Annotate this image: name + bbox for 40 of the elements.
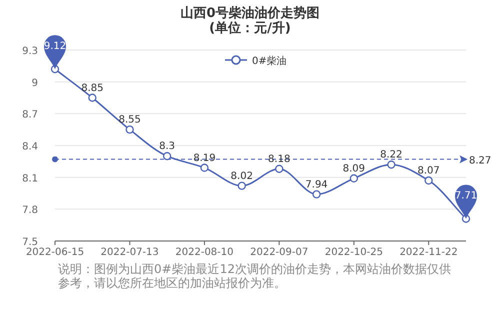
data-label: 7.71 [454,190,478,202]
point [275,164,284,173]
data-label: 7.94 [305,179,328,190]
chart-subtitle: (单位：元/升) [209,20,291,36]
y-tick-label: 9 [32,78,38,89]
x-tick-label: 2022-06-15 [26,247,84,258]
point [350,174,358,182]
point [88,94,96,102]
point [162,152,172,160]
x-tick-label: 2022-07-13 [100,247,159,258]
y-tick-label: 7.8 [22,205,38,216]
y-tick-label: 7.5 [22,237,38,248]
point [387,160,396,169]
y-tick-label: 8.1 [22,173,38,184]
data-label: 8.85 [81,82,104,94]
point [424,176,433,185]
point [200,164,209,172]
chart-title: 山西0号柴油油价走势图 [180,5,320,21]
legend-label: 0#柴油 [252,55,287,67]
y-tick-label: 9.3 [22,46,38,57]
data-label: 8.07 [418,166,440,177]
data-label: 8.22 [380,150,402,161]
data-label: 8.55 [118,114,141,126]
data-label: 8.19 [193,152,216,164]
ref-line-label: 8.27 [469,155,492,166]
data-label: 8.09 [342,163,366,174]
point [126,125,134,134]
x-tick-label: 2022-08-10 [175,247,234,258]
x-tick-label: 2022-11-22 [400,247,458,258]
y-tick-label: 8.7 [22,110,38,121]
point [312,190,321,198]
data-label: 8.02 [230,170,253,182]
point [238,182,246,190]
x-tick-label: 2022-10-25 [324,247,383,258]
y-tick-label: 8.4 [22,142,38,152]
data-label: 8.18 [268,154,290,165]
x-tick-label: 2022-09-07 [250,247,308,258]
data-label: 8.3 [159,141,176,152]
data-label: 9.12 [44,41,66,52]
text: 说明：图例为山西0#柴油最近12次调价的油价走势，本网站油价数据仅供参考，请以您所在地区的加油站报价为准。 [58,262,452,290]
